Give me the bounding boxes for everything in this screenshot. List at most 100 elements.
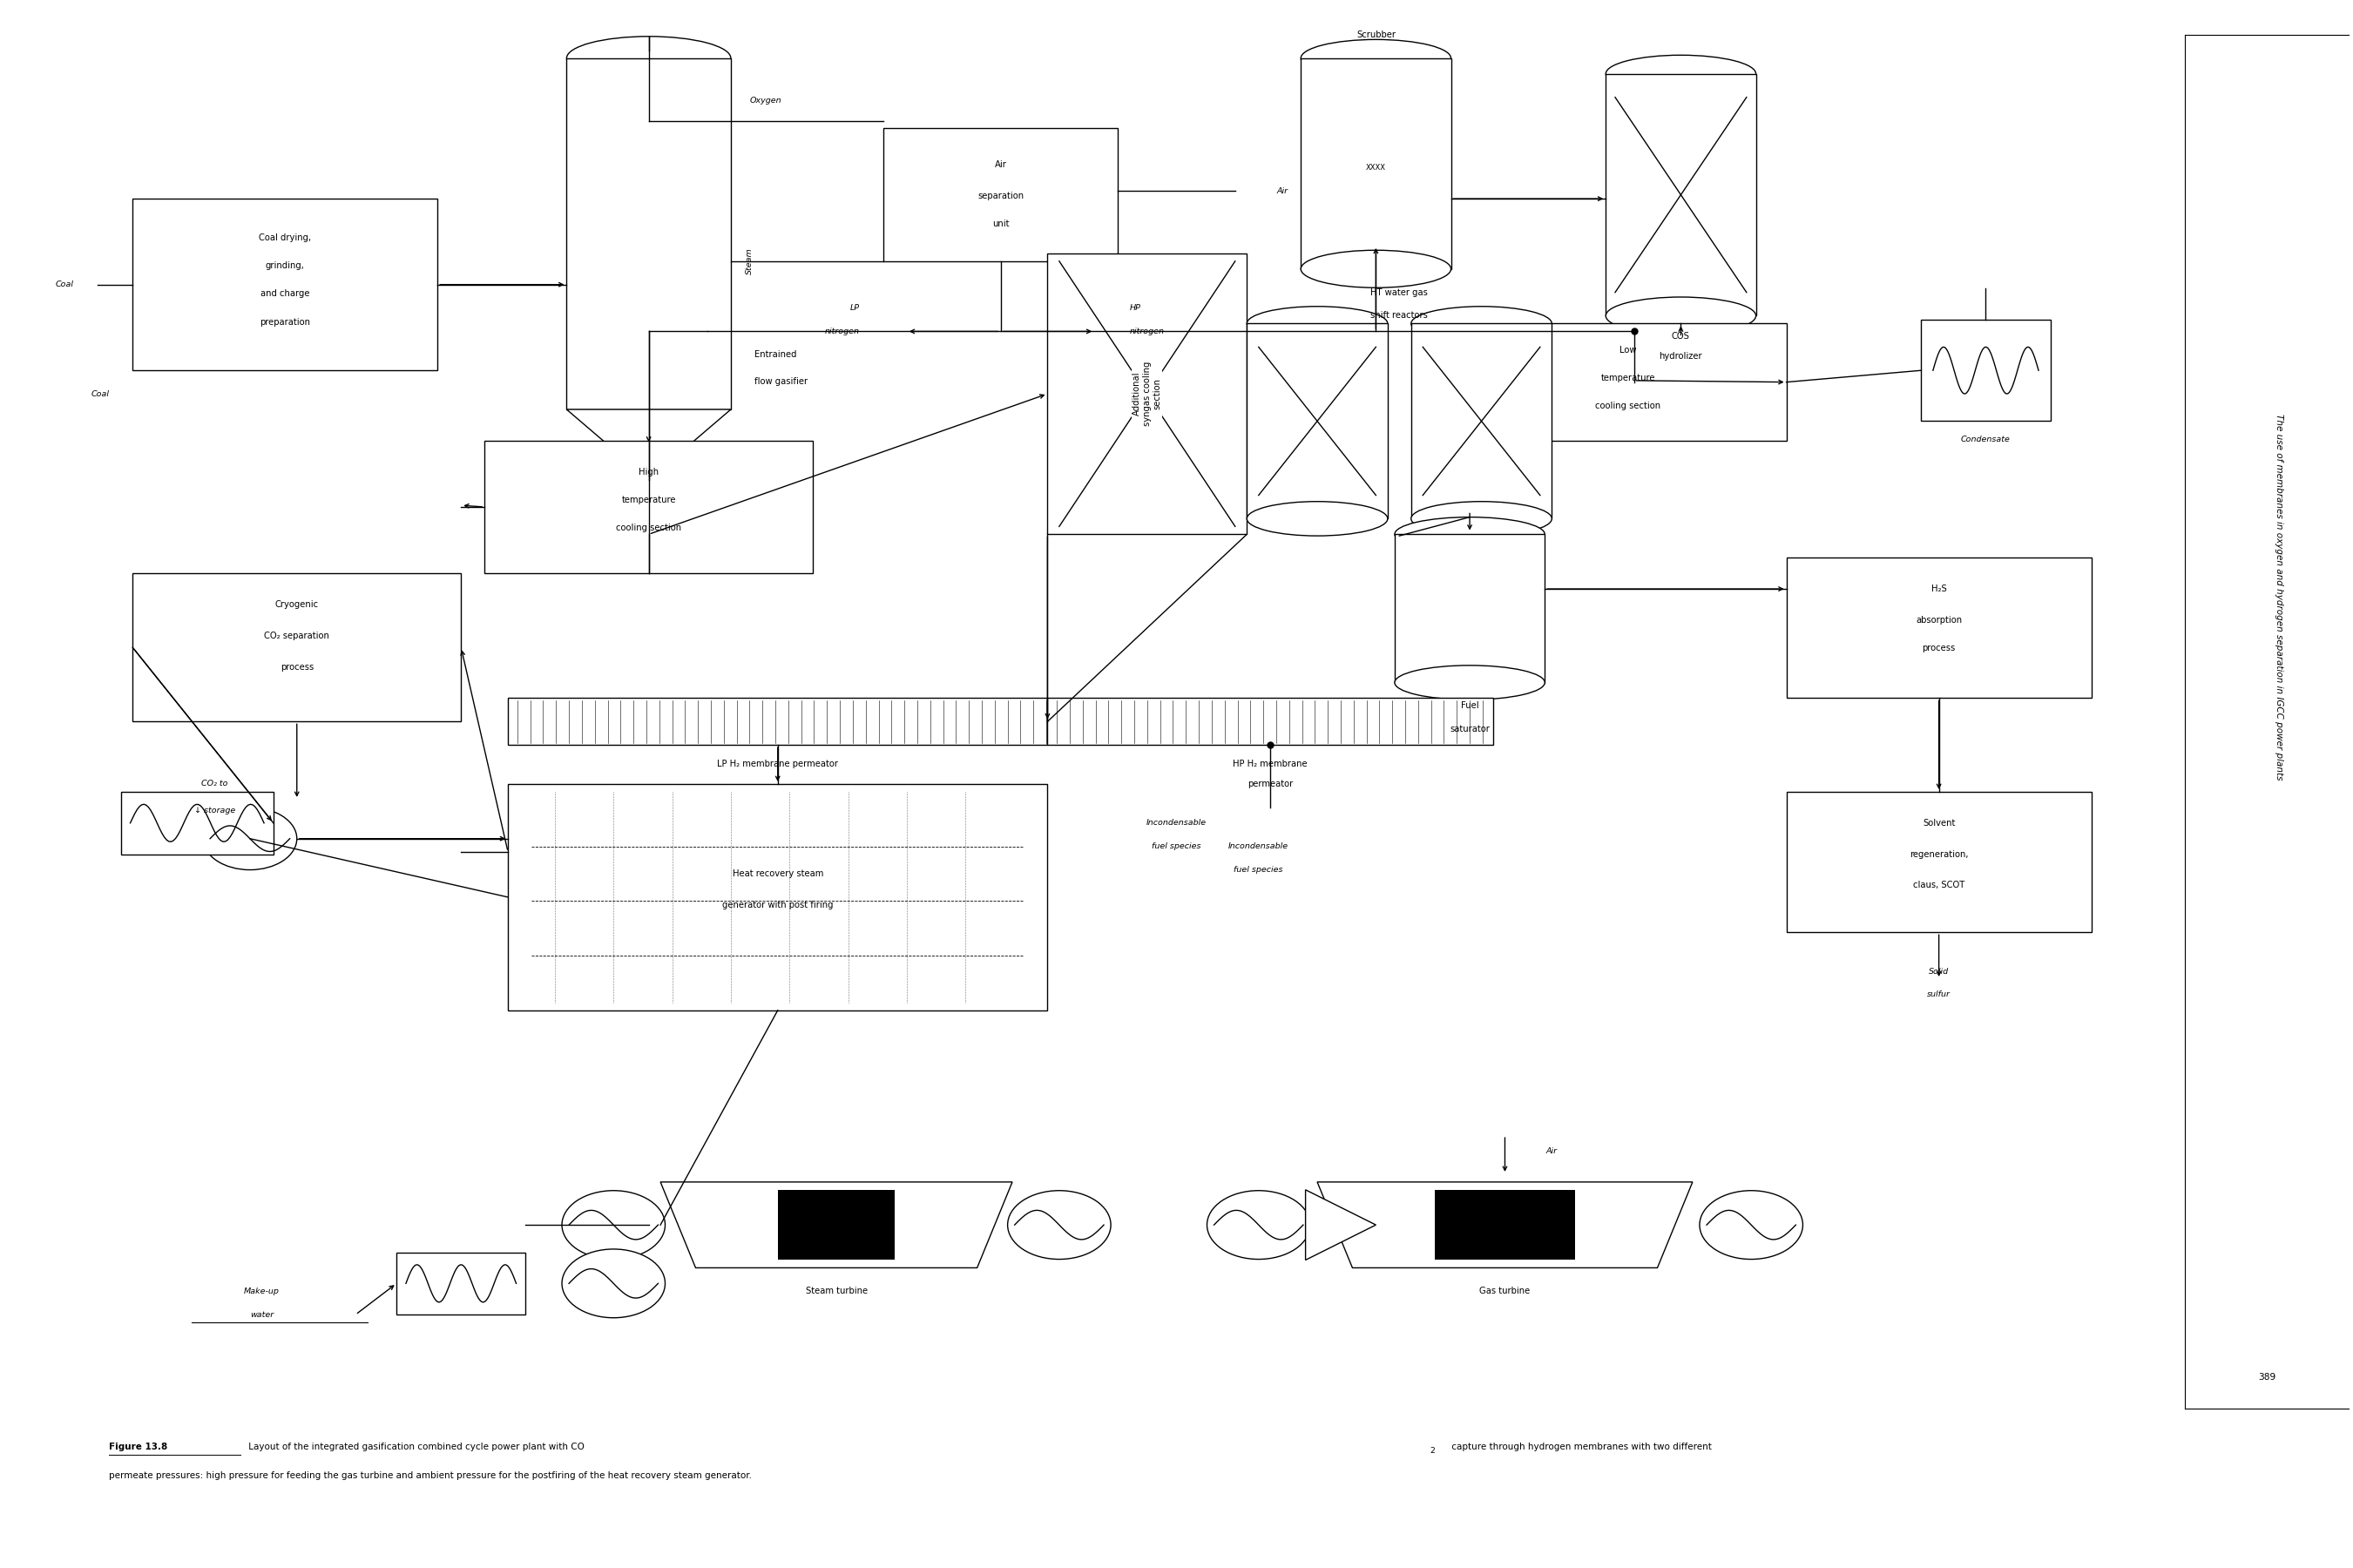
Ellipse shape: [1247, 502, 1388, 536]
Text: CO₂ separation: CO₂ separation: [264, 632, 329, 640]
Text: water: water: [249, 1311, 273, 1319]
Text: The use of membranes in oxygen and hydrogen separation in IGCC power plants: The use of membranes in oxygen and hydro…: [2275, 414, 2282, 779]
Text: Figure 13.8: Figure 13.8: [108, 1443, 167, 1452]
Bar: [1605, 74, 1755, 315]
Text: cooling section: cooling section: [1595, 401, 1661, 411]
Ellipse shape: [562, 1190, 666, 1259]
Ellipse shape: [1605, 55, 1755, 93]
Ellipse shape: [1301, 251, 1452, 287]
Text: Incondensable: Incondensable: [1146, 818, 1207, 826]
Text: regeneration,: regeneration,: [1911, 850, 1967, 859]
Text: Scrubber: Scrubber: [1355, 30, 1395, 39]
Text: Entrained: Entrained: [755, 350, 798, 359]
Ellipse shape: [1412, 502, 1553, 536]
Text: Solid: Solid: [1929, 967, 1948, 975]
Text: HP: HP: [1129, 304, 1141, 312]
Text: 2: 2: [1431, 1447, 1435, 1455]
Text: Coal: Coal: [92, 390, 108, 398]
Text: ↓ storage: ↓ storage: [195, 806, 235, 814]
Text: Make-up: Make-up: [245, 1287, 280, 1295]
Ellipse shape: [202, 808, 296, 870]
Text: shift reactors: shift reactors: [1372, 312, 1428, 320]
Text: Steam: Steam: [746, 248, 753, 274]
Ellipse shape: [1207, 1190, 1311, 1259]
Text: Gas turbine: Gas turbine: [1480, 1287, 1529, 1295]
Text: generator with post firing: generator with post firing: [722, 900, 833, 909]
Text: Coal drying,: Coal drying,: [259, 234, 311, 241]
Polygon shape: [567, 409, 732, 480]
Text: High: High: [638, 467, 659, 477]
Bar: [398, 1253, 525, 1314]
Bar: [1922, 320, 2049, 422]
Text: HP H₂ membrane: HP H₂ membrane: [1233, 759, 1308, 768]
Text: separation: separation: [976, 191, 1024, 201]
Text: hydrolizer: hydrolizer: [1659, 351, 1704, 361]
Bar: [1301, 58, 1452, 270]
Text: Oxygen: Oxygen: [751, 97, 781, 105]
Bar: [132, 199, 438, 370]
Text: and charge: and charge: [261, 290, 311, 298]
Text: cooling section: cooling section: [616, 524, 682, 533]
Text: Solvent: Solvent: [1922, 818, 1955, 828]
Text: 389: 389: [2259, 1372, 2275, 1381]
Bar: [1047, 254, 1247, 535]
Text: nitrogen: nitrogen: [1129, 328, 1165, 336]
Text: Layout of the integrated gasification combined cycle power plant with CO: Layout of the integrated gasification co…: [245, 1443, 584, 1452]
Bar: [882, 129, 1118, 262]
Text: preparation: preparation: [259, 318, 311, 326]
Text: fuel species: fuel species: [1153, 842, 1200, 850]
Bar: [485, 441, 812, 574]
Text: claus, SCOT: claus, SCOT: [1913, 881, 1965, 889]
Text: LP: LP: [849, 304, 859, 312]
Bar: [1786, 558, 2092, 698]
Text: capture through hydrogen membranes with two different: capture through hydrogen membranes with …: [1449, 1443, 1711, 1452]
Text: Air: Air: [1546, 1146, 1558, 1154]
Polygon shape: [661, 1182, 1012, 1269]
Text: H₂S: H₂S: [1932, 585, 1946, 593]
Text: HT water gas: HT water gas: [1372, 289, 1428, 296]
Text: saturator: saturator: [1449, 724, 1489, 734]
Text: Cryogenic: Cryogenic: [275, 601, 318, 608]
Text: COS: COS: [1671, 332, 1689, 340]
Bar: [1395, 535, 1546, 682]
Text: flow gasifier: flow gasifier: [755, 376, 807, 386]
Ellipse shape: [1605, 296, 1755, 334]
Bar: [1047, 698, 1494, 745]
Text: sulfur: sulfur: [1927, 991, 1951, 999]
Text: Steam turbine: Steam turbine: [805, 1287, 868, 1295]
Bar: [1247, 323, 1388, 519]
Text: Additional
syngas cooling
section: Additional syngas cooling section: [1132, 361, 1162, 426]
Ellipse shape: [1395, 517, 1546, 552]
Text: LP H₂ membrane permeator: LP H₂ membrane permeator: [718, 759, 838, 768]
Text: Heat recovery steam: Heat recovery steam: [732, 869, 824, 878]
Bar: [1435, 1190, 1574, 1261]
Bar: [132, 574, 461, 721]
Text: temperature: temperature: [1600, 373, 1654, 383]
Ellipse shape: [567, 36, 732, 80]
Text: Condensate: Condensate: [1960, 436, 2009, 444]
Text: XXXX: XXXX: [1365, 163, 1386, 171]
Text: temperature: temperature: [621, 495, 675, 505]
Ellipse shape: [1007, 1190, 1111, 1259]
Bar: [1471, 323, 1786, 441]
Text: Air: Air: [995, 160, 1007, 169]
Text: Coal: Coal: [56, 281, 73, 289]
Text: CO₂ to: CO₂ to: [202, 779, 228, 787]
Bar: [1786, 792, 2092, 933]
Text: unit: unit: [993, 220, 1009, 227]
Text: permeator: permeator: [1247, 779, 1294, 789]
Text: process: process: [280, 663, 313, 671]
Ellipse shape: [1412, 306, 1553, 340]
Text: Incondensable: Incondensable: [1228, 842, 1289, 850]
Bar: [567, 58, 732, 409]
Text: Low: Low: [1619, 347, 1638, 354]
Text: grinding,: grinding,: [266, 262, 304, 270]
Ellipse shape: [562, 1250, 666, 1317]
Text: process: process: [1922, 644, 1955, 652]
Bar: [779, 1190, 894, 1261]
Ellipse shape: [1301, 39, 1452, 77]
Polygon shape: [1306, 1190, 1377, 1261]
Ellipse shape: [1247, 306, 1388, 340]
Text: permeate pressures: high pressure for feeding the gas turbine and ambient pressu: permeate pressures: high pressure for fe…: [108, 1471, 753, 1480]
Bar: [1412, 323, 1553, 519]
